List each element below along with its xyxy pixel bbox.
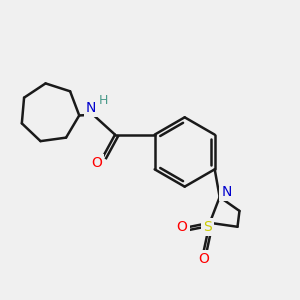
Text: O: O [177,220,188,234]
Text: O: O [91,156,102,170]
Text: N: N [221,185,232,199]
Text: S: S [203,220,212,234]
Text: O: O [198,253,209,266]
Text: N: N [86,101,96,115]
Text: H: H [98,94,108,107]
